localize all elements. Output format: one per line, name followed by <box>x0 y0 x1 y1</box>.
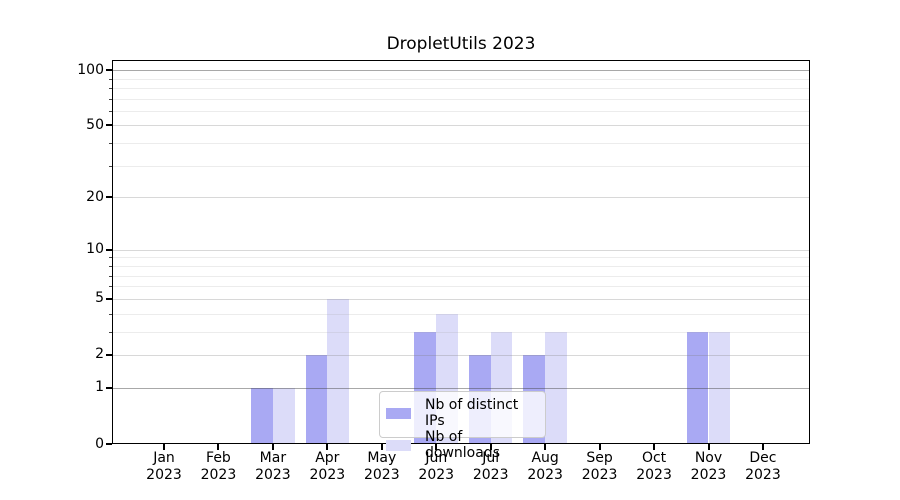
x-tick-label-may: May 2023 <box>363 450 400 483</box>
y-minor-tick-4 <box>108 313 112 315</box>
legend-item-downloads: Nb of downloads <box>386 429 537 461</box>
minor-gridline-8 <box>112 265 810 267</box>
bar-downloads-aug <box>545 331 567 444</box>
legend-swatch-downloads <box>386 439 411 451</box>
y-tick-label-0: 0 <box>95 435 104 452</box>
x-tick-oct <box>653 444 656 450</box>
minor-gridline-90 <box>112 78 810 80</box>
minor-gridline-40 <box>112 143 810 145</box>
y-minor-tick-80 <box>108 87 112 89</box>
minor-gridline-80 <box>112 87 810 89</box>
y-tick-5 <box>106 297 112 300</box>
x-tick-jul <box>489 444 492 450</box>
y-minor-tick-3 <box>108 331 112 333</box>
y-minor-tick-9 <box>108 257 112 259</box>
y-minor-tick-40 <box>108 143 112 145</box>
minor-gridline-3 <box>112 331 810 333</box>
major-gridline-2 <box>112 354 810 356</box>
y-tick-label-100: 100 <box>77 61 104 78</box>
bar-downloads-apr <box>327 298 350 444</box>
y-tick-100 <box>106 69 112 72</box>
bar-distinct-ips-mar <box>251 387 273 444</box>
y-minor-tick-7 <box>108 275 112 277</box>
x-tick-label-dec: Dec 2023 <box>745 450 781 483</box>
y-tick-label-50: 50 <box>86 116 104 133</box>
major-gridline-50 <box>112 125 810 127</box>
x-tick-label-aug: Aug 2023 <box>527 450 563 483</box>
legend-swatch-distinct-ips <box>386 407 411 419</box>
y-tick-label-1: 1 <box>95 379 104 396</box>
legend-label: Nb of downloads <box>425 429 500 461</box>
y-minor-tick-70 <box>108 98 112 100</box>
y-minor-tick-90 <box>108 78 112 80</box>
y-tick-2 <box>106 353 112 356</box>
x-tick-feb <box>217 444 220 450</box>
major-gridline-20 <box>112 197 810 199</box>
y-tick-10 <box>106 248 112 251</box>
plot-area <box>112 60 810 444</box>
x-tick-label-apr: Apr 2023 <box>309 450 346 483</box>
y-minor-tick-30 <box>108 165 112 167</box>
minor-gridline-9 <box>112 257 810 259</box>
x-tick-jan <box>163 444 165 450</box>
y-tick-50 <box>106 124 112 127</box>
x-tick-label-oct: Oct 2023 <box>636 450 672 483</box>
x-tick-mar <box>271 444 274 450</box>
y-minor-tick-8 <box>108 265 112 267</box>
legend-item-distinct-ips: Nb of distinct IPs <box>386 397 537 429</box>
x-tick-dec <box>761 444 764 450</box>
bar-distinct-ips-nov <box>686 331 709 444</box>
x-tick-aug <box>544 444 547 450</box>
minor-gridline-6 <box>112 286 810 288</box>
major-gridline-1 <box>112 387 810 389</box>
y-minor-tick-6 <box>108 286 112 288</box>
x-tick-label-feb: Feb 2023 <box>200 450 237 483</box>
x-tick-nov <box>707 444 710 450</box>
y-tick-1 <box>106 386 112 389</box>
bar-downloads-nov <box>708 331 731 444</box>
y-tick-label-5: 5 <box>95 290 104 307</box>
chart-title: DropletUtils 2023 <box>386 34 536 54</box>
y-minor-tick-60 <box>108 110 112 112</box>
major-gridline-5 <box>112 298 810 300</box>
y-tick-label-2: 2 <box>95 346 104 363</box>
bar-distinct-ips-apr <box>305 355 328 444</box>
legend-label: Nb of distinct IPs <box>425 397 519 429</box>
y-tick-label-10: 10 <box>86 241 104 258</box>
major-gridline-10 <box>112 249 810 251</box>
minor-gridline-30 <box>112 165 810 167</box>
minor-gridline-7 <box>112 275 810 277</box>
minor-gridline-60 <box>112 110 810 112</box>
y-tick-20 <box>106 196 112 199</box>
x-tick-label-sep: Sep 2023 <box>581 450 618 483</box>
bar-downloads-mar <box>272 387 295 444</box>
x-tick-sep <box>598 444 601 450</box>
legend: Nb of distinct IPs Nb of downloads <box>379 391 546 461</box>
x-tick-apr <box>326 444 329 450</box>
x-tick-label-nov: Nov 2023 <box>690 450 727 483</box>
major-gridline-100 <box>112 70 810 72</box>
x-tick-may <box>380 444 383 450</box>
minor-gridline-70 <box>112 98 810 100</box>
y-tick-label-20: 20 <box>86 188 104 205</box>
y-tick-0 <box>106 443 112 445</box>
x-tick-label-jun: Jun 2023 <box>418 450 455 483</box>
x-tick-label-jan: Jan 2023 <box>146 450 182 483</box>
x-tick-label-jul: Jul 2023 <box>472 450 509 483</box>
minor-gridline-4 <box>112 313 810 315</box>
x-tick-jun <box>435 444 438 450</box>
x-tick-label-mar: Mar 2023 <box>255 450 291 483</box>
